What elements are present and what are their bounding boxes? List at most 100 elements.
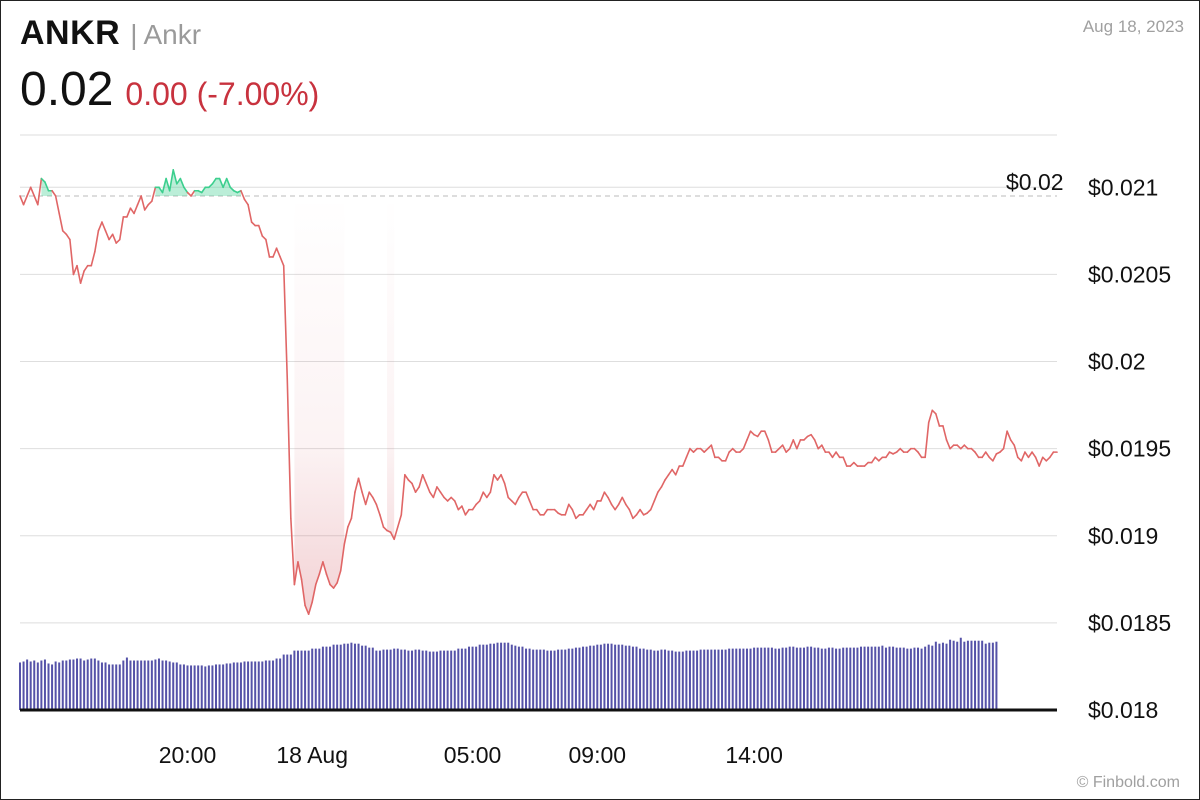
price-line-segment [336,569,342,584]
price-line-segment [94,230,100,253]
volume-bar [774,648,777,710]
volume-bar [753,647,756,710]
volume-bar [528,648,531,710]
volume-bar [58,662,61,710]
price-line-segment [304,604,310,615]
volume-bar [863,646,866,710]
volume-bar [129,660,132,710]
price-line-segment [1020,451,1026,462]
volume-bar [453,650,456,710]
price-line-segment [307,601,314,615]
volume-bar [143,660,146,710]
volume-bar [22,661,25,710]
price-line-segment [379,514,385,528]
price-line-segment [332,582,338,589]
price-line-segment [717,456,723,462]
price-line-segment [756,430,763,438]
price-line-segment [785,447,791,453]
price-line-segment [371,496,378,506]
volume-bar [514,645,517,710]
volume-bar [147,660,150,710]
volume-bar [877,646,880,710]
price-line-segment [257,224,264,237]
price-line-segment [265,238,271,258]
volume-bar [557,649,560,710]
volume-bar [974,640,977,710]
price-line-segment [906,447,912,453]
price-line-segment [870,456,877,464]
volume-bar [902,647,905,710]
price-line-segment [525,491,531,502]
price-line-segment [821,444,827,453]
price-line-segment [653,491,659,502]
volume-bar [361,645,364,710]
price-line-segment [464,508,470,516]
price-line-segment [942,425,948,441]
y-tick-label: $0.0205 [1088,261,1171,287]
volume-bar [43,659,46,710]
volume-bar [596,644,599,710]
volume-bar [713,649,716,710]
volume-bar [799,647,802,710]
volume-bar [275,658,278,710]
price-line-segment [660,479,666,488]
volume-bar [546,650,549,710]
price-line-segment [453,500,460,511]
price-line-segment [828,451,834,459]
price-row: 0.02 0.00 (-7.00%) [20,62,319,117]
volume-bar [532,649,535,710]
volume-bar [418,649,421,710]
price-line-segment [614,503,620,511]
price-line-segment [692,447,698,453]
price-line-segment [567,503,574,511]
volume-bar [788,646,791,710]
price-line-segment [111,233,118,244]
price-line-segment [607,496,613,506]
price-line-segment [813,439,820,450]
price-line-segment [924,421,930,459]
price-line-segment [243,198,249,206]
x-tick-label: 05:00 [444,742,502,768]
volume-bar [136,660,139,710]
volume-bar [525,648,528,710]
volume-bar [763,647,766,710]
price-line-segment [418,473,424,488]
volume-bar [881,645,884,710]
volume-bar [617,644,620,710]
price-line-segment [211,177,217,185]
volume-bar [606,643,609,710]
volume-bar [47,663,50,710]
x-tick-label: 14:00 [725,742,783,768]
price-line-segment [79,270,85,284]
volume-bar [386,649,389,710]
volume-bar [389,649,392,710]
price-line-segment [1006,430,1012,441]
price-line-segment [682,456,688,467]
volume-bar [521,646,524,710]
price-line-segment [746,430,752,441]
volume-bar [535,649,538,710]
volume-bar [225,663,228,710]
price-line-segment [26,186,32,197]
volume-bar [97,660,100,710]
price-line-segment [40,177,46,183]
chart-date: Aug 18, 2023 [1082,17,1184,36]
volume-bar [54,661,57,710]
price-line-segment [329,583,335,589]
price-line-segment [343,526,349,546]
volume-bar [133,660,136,710]
ticker-symbol: ANKR [20,14,121,52]
volume-bar [478,644,481,710]
price-line-segment [382,526,388,532]
volume-bar [165,660,168,710]
volume-bar [443,650,446,710]
area-above-reference [30,169,241,196]
price-line-segment [37,177,43,206]
volume-bar [296,650,299,710]
volume-bar [396,648,399,710]
volume-bar [941,642,944,710]
finbold-watermark: © Finbold.com [1076,774,1180,791]
reference-label: $0.02 [1006,169,1064,195]
price-line-segment [407,479,413,485]
price-line-segment [731,447,738,453]
